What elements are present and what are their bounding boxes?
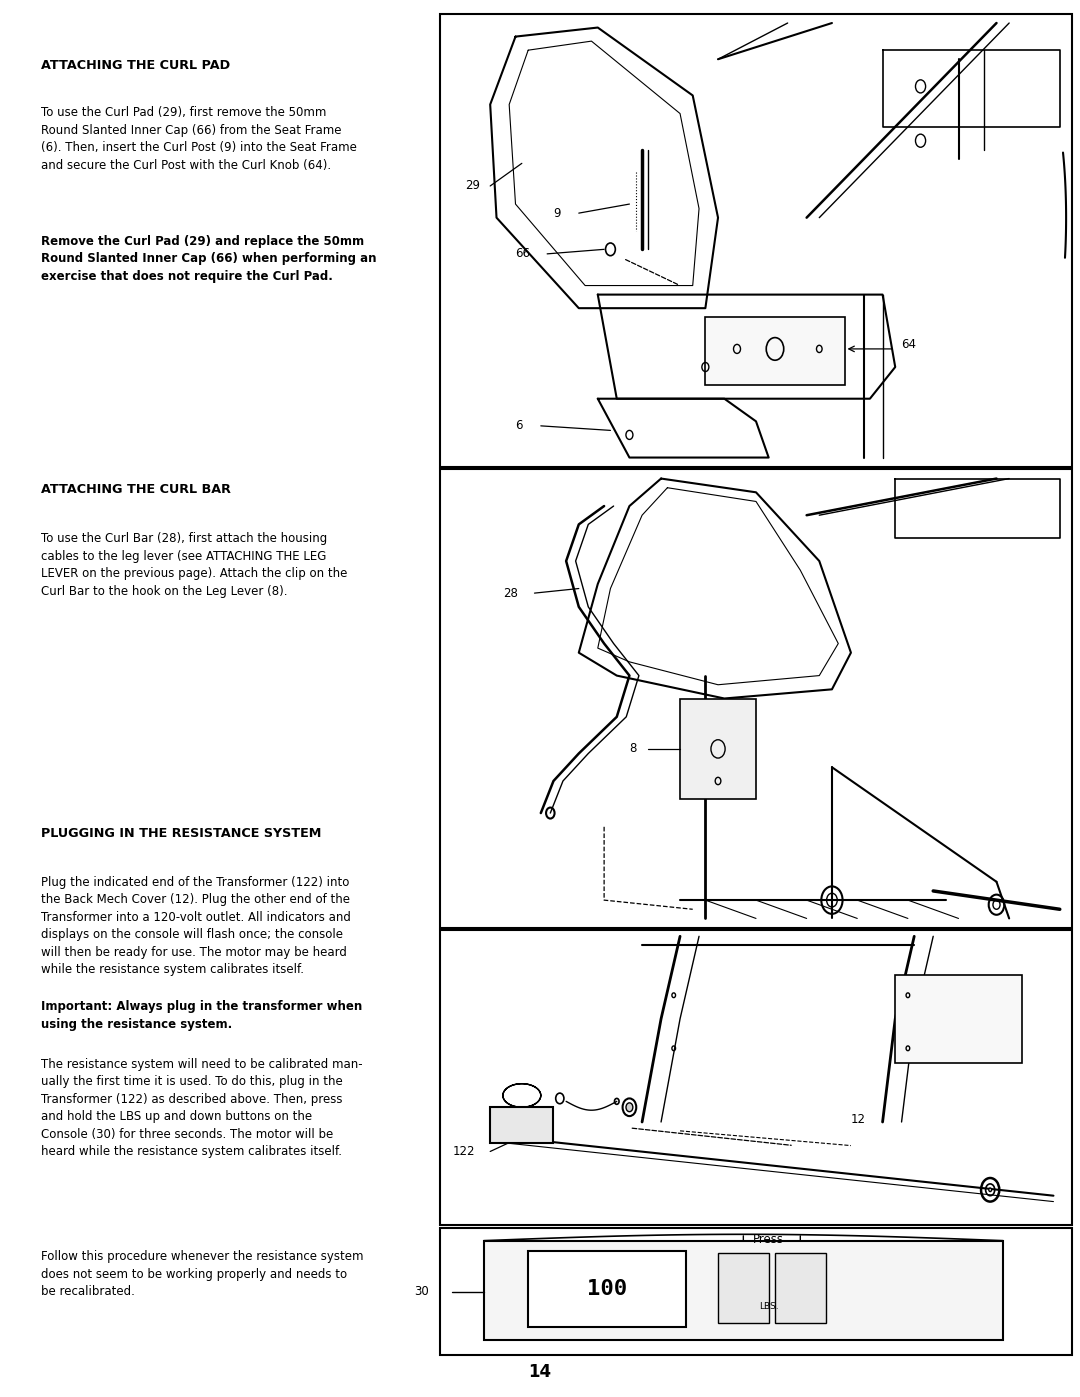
Text: To use the Curl Pad (29), first remove the 50mm
Round Slanted Inner Cap (66) fro: To use the Curl Pad (29), first remove t… [41, 106, 356, 172]
Bar [440, 469, 1072, 928]
Bar [680, 698, 756, 799]
Text: Follow this procedure whenever the resistance system
does not seem to be working: Follow this procedure whenever the resis… [41, 1250, 364, 1298]
Text: LBS.: LBS. [759, 1302, 779, 1312]
Text: 8: 8 [630, 742, 637, 756]
Text: 14: 14 [528, 1363, 552, 1380]
Bar [775, 1253, 825, 1323]
Text: 6: 6 [515, 419, 523, 432]
Text: 9: 9 [553, 207, 561, 219]
Text: 28: 28 [503, 587, 517, 599]
Bar [440, 1228, 1072, 1355]
Bar [484, 1241, 1003, 1340]
Text: To use the Curl Bar (28), first attach the housing
cables to the leg lever (see : To use the Curl Bar (28), first attach t… [41, 532, 348, 598]
Text: Important: Always plug in the transformer when
using the resistance system.: Important: Always plug in the transforme… [41, 1000, 362, 1031]
Text: Press: Press [753, 1234, 784, 1246]
Bar [440, 14, 1072, 467]
Text: 30: 30 [415, 1285, 429, 1298]
Circle shape [989, 1187, 991, 1192]
Bar [895, 975, 1022, 1063]
Bar [718, 1253, 769, 1323]
Text: 64: 64 [902, 338, 917, 351]
Text: The resistance system will need to be calibrated man-
ually the first time it is: The resistance system will need to be ca… [41, 1058, 363, 1158]
Text: Plug the indicated end of the Transformer (122) into
the Back Mech Cover (12). P: Plug the indicated end of the Transforme… [41, 876, 351, 977]
Text: 12: 12 [851, 1112, 866, 1126]
Text: ATTACHING THE CURL BAR: ATTACHING THE CURL BAR [41, 483, 231, 496]
Bar [440, 930, 1072, 1225]
Bar [705, 317, 845, 386]
Bar [528, 1250, 687, 1327]
Text: Remove the Curl Pad (29) and replace the 50mm
Round Slanted Inner Cap (66) when : Remove the Curl Pad (29) and replace the… [41, 235, 377, 282]
Text: 66: 66 [515, 247, 530, 260]
Text: 29: 29 [464, 179, 480, 193]
Text: 122: 122 [453, 1146, 475, 1158]
Circle shape [626, 1102, 633, 1112]
Text: PLUGGING IN THE RESISTANCE SYSTEM: PLUGGING IN THE RESISTANCE SYSTEM [41, 827, 322, 840]
Text: ATTACHING THE CURL PAD: ATTACHING THE CURL PAD [41, 59, 230, 71]
Text: 100: 100 [588, 1280, 627, 1299]
Bar [490, 1108, 553, 1143]
